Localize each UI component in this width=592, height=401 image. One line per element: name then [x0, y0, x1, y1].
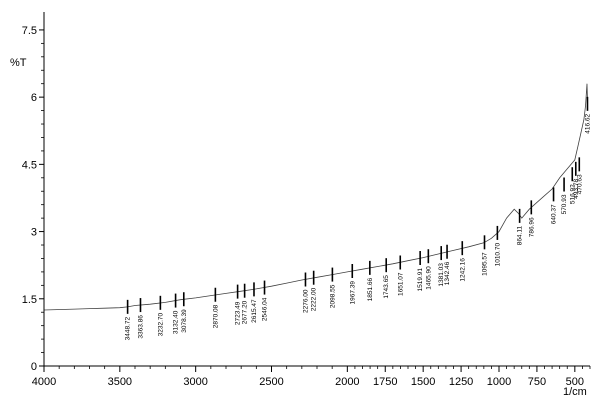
- peak-label: 1967.39: [349, 281, 356, 305]
- peak-label: 2276.00: [302, 289, 309, 313]
- y-axis-label: %T: [10, 57, 27, 69]
- peak-label: 3132.40: [173, 310, 180, 334]
- peak-label: 2677.20: [242, 300, 249, 324]
- x-tick-label: 500: [566, 376, 584, 388]
- x-tick-label: 1750: [373, 376, 397, 388]
- peak-label: 570.93: [561, 194, 568, 214]
- peak-label: 3232.70: [157, 312, 164, 336]
- x-tick-label: 1250: [449, 376, 473, 388]
- peak-label: 1465.90: [425, 266, 432, 290]
- peak-label: 2723.49: [235, 301, 242, 325]
- peak-label: 516.92: [569, 184, 576, 204]
- peak-label: 493.78: [573, 178, 580, 198]
- peak-label: 2615.47: [251, 299, 258, 323]
- x-tick-label: 750: [528, 376, 546, 388]
- y-tick-label: 0: [31, 361, 37, 373]
- spectrum-line: [43, 83, 588, 311]
- peak-label: 1342.46: [444, 261, 451, 285]
- peak-label: 2098.55: [329, 284, 336, 308]
- peak-label: 3448.72: [125, 316, 132, 340]
- x-axis-unit-label: 1/cm: [563, 386, 587, 398]
- peak-label: 2870.08: [212, 304, 219, 328]
- peak-label: 1095.57: [482, 252, 489, 276]
- x-tick-label: 1000: [487, 376, 511, 388]
- peak-label: 470.63: [576, 174, 583, 194]
- x-tick-label: 2500: [259, 376, 283, 388]
- x-tick-label: 3500: [108, 376, 132, 388]
- y-tick-label: 4.5: [22, 159, 37, 171]
- peak-label: 786.96: [528, 217, 535, 237]
- x-tick-label: 4000: [32, 376, 56, 388]
- peak-label: 1743.65: [383, 275, 390, 299]
- peak-label: 2546.04: [262, 297, 269, 321]
- x-tick-label: 1500: [411, 376, 435, 388]
- peak-label: 1242.16: [459, 258, 466, 282]
- x-tick-label: 2000: [335, 376, 359, 388]
- y-tick-label: 6: [31, 92, 37, 104]
- peak-label: 1851.66: [367, 277, 374, 301]
- peak-annotations: 3448.72 3363.86 3232.70 3132.40 3078.39 2870.…: [125, 96, 591, 340]
- series-layer: [43, 83, 588, 311]
- y-axis-ticks: 0 1.5 3 4.5 6 7.5: [22, 25, 44, 373]
- y-tick-label: 3: [31, 227, 37, 239]
- peak-label: 1519.91: [417, 268, 424, 292]
- x-tick-label: 3000: [183, 376, 207, 388]
- peak-label: 416.62: [584, 113, 591, 133]
- peak-label: 1381.03: [438, 263, 445, 287]
- peak-label: 2222.00: [311, 287, 318, 311]
- plot-area: [43, 12, 590, 367]
- peak-label: 640.37: [551, 204, 558, 224]
- peak-label: 3363.86: [137, 315, 144, 339]
- peak-label: 864.11: [517, 226, 524, 246]
- x-axis-ticks: 4000 3500 3000 2500 2000 1750 1500 1250 1000 750 5…: [32, 366, 591, 388]
- y-tick-label: 1.5: [22, 294, 37, 306]
- peak-label: 1651.07: [397, 272, 404, 296]
- peak-label: 1010.70: [494, 243, 501, 267]
- y-tick-label: 7.5: [22, 25, 37, 37]
- peak-label: 3078.39: [181, 309, 188, 333]
